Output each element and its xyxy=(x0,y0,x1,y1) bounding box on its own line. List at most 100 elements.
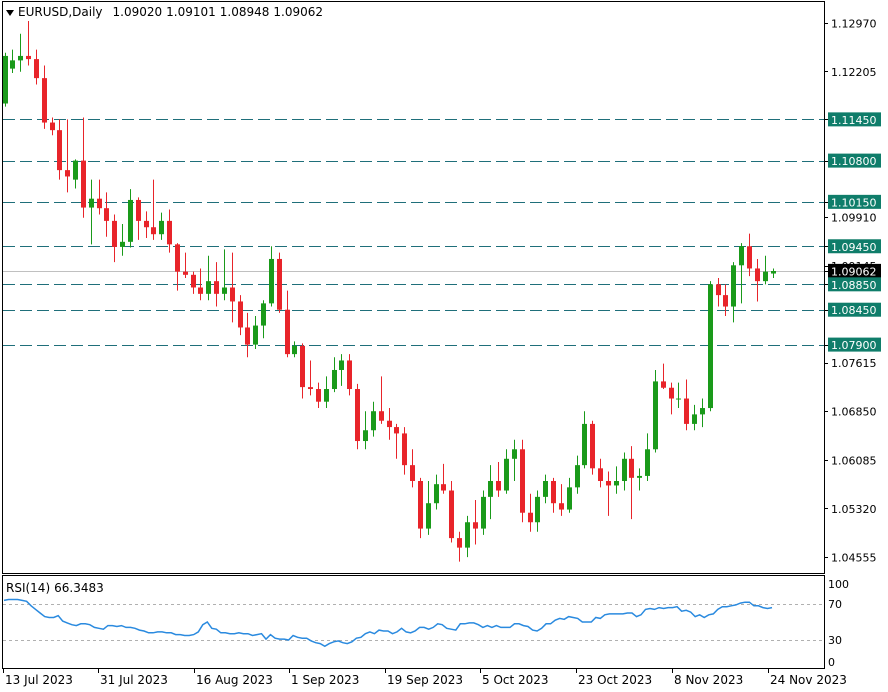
collapse-arrow-icon[interactable] xyxy=(6,9,14,16)
candle-body-bull xyxy=(159,220,164,235)
candle-body-bear xyxy=(214,281,219,294)
candle-body-bull xyxy=(89,198,94,208)
candle-body-bear xyxy=(183,271,188,275)
candle-body-bull xyxy=(708,284,713,409)
candle-body-bear xyxy=(167,220,172,245)
candle-body-bull xyxy=(371,411,376,431)
candle-body-bull xyxy=(222,287,227,294)
time-axis-label: 13 Jul 2023 xyxy=(5,673,73,687)
chart-title: EURUSD,Daily 1.09020 1.09101 1.08948 1.09062 xyxy=(6,5,327,19)
time-axis-label: 1 Sep 2023 xyxy=(291,673,359,687)
time-axis-label: 24 Nov 2023 xyxy=(770,673,847,687)
candle-body-bull xyxy=(771,271,776,274)
candle-body-bear xyxy=(42,78,47,123)
candle-body-bear xyxy=(747,246,752,269)
candle-body-bear xyxy=(285,309,290,355)
candle-body-bear xyxy=(606,481,611,486)
candle-body-bear xyxy=(191,274,196,288)
price-axis-label: 1.10150 xyxy=(831,196,877,209)
candle-body-bear xyxy=(528,512,533,523)
symbol-label: EURUSD,Daily xyxy=(18,5,103,19)
candle-body-bear xyxy=(684,398,689,424)
time-axis-label: 8 Nov 2023 xyxy=(674,673,743,687)
level-price-tag[interactable] xyxy=(828,194,881,209)
candle-body-bull xyxy=(18,55,23,61)
rsi-name: RSI(14) xyxy=(6,581,51,595)
rsi-axis-label: 70 xyxy=(828,598,842,611)
price-axis-label: 1.07900 xyxy=(831,339,877,352)
candle-body-bear xyxy=(418,481,423,529)
candle-body-bear xyxy=(26,55,31,60)
candle-body-bear xyxy=(81,160,86,208)
time-axis-label: 5 Oct 2023 xyxy=(482,673,549,687)
candle-body-bear xyxy=(559,503,564,510)
candle-body-bear xyxy=(410,465,415,482)
candle-body-bull xyxy=(575,465,580,488)
ohlc-low: 1.08948 xyxy=(219,5,270,19)
candle-body-bull xyxy=(324,389,329,402)
candle-body-bear xyxy=(394,427,399,434)
rsi-axis-label: 100 xyxy=(828,578,849,591)
candle-body-bear xyxy=(238,301,243,328)
price-axis-label: 1.06085 xyxy=(831,454,877,467)
candle-body-bull xyxy=(582,423,587,466)
ohlc-close: 1.09062 xyxy=(273,5,324,19)
candle-body-bull xyxy=(269,258,274,304)
candle-body-bull xyxy=(434,484,439,504)
level-price-tag[interactable] xyxy=(828,112,881,127)
current-price-tag[interactable] xyxy=(828,263,881,278)
candle-body-bull xyxy=(10,60,15,69)
candle-body-bull xyxy=(261,303,266,326)
rsi-line xyxy=(3,598,773,648)
candle-body-bear xyxy=(669,387,674,399)
rsi-axis-label: 30 xyxy=(828,634,842,647)
candle-body-bull xyxy=(128,199,133,242)
candle-body-bear xyxy=(355,389,360,442)
candle-body-bull xyxy=(332,369,337,390)
rsi-value: 66.3483 xyxy=(54,581,104,595)
candle-body-bull xyxy=(692,414,697,424)
candle-body-bull xyxy=(363,430,368,442)
time-axis[interactable]: 13 Jul 2023 31 Jul 2023 16 Aug 2023 1 Sep 2… xyxy=(3,669,847,687)
price-axis-label: 1.09450 xyxy=(831,241,877,254)
price-axis[interactable]: 1.12970 1.12205 1.11450 1.10800 1.10150 1.099… xyxy=(824,17,881,564)
candle-body-bear xyxy=(198,287,203,294)
candle-body-bear xyxy=(551,481,556,504)
candle-body-bear xyxy=(97,198,102,209)
candle-body-bear xyxy=(308,387,313,390)
candle-body-bear xyxy=(716,284,721,296)
candle-body-bear xyxy=(590,423,595,469)
candle-body-bull xyxy=(637,475,642,478)
candle-body-bear xyxy=(496,481,501,491)
price-axis-label: 1.08450 xyxy=(831,304,877,317)
candle-body-bear xyxy=(755,268,760,282)
candle-body-bear xyxy=(441,484,446,491)
candle-body-bull xyxy=(535,496,540,523)
level-price-tag[interactable] xyxy=(828,153,881,168)
candle-body-bear xyxy=(151,227,156,235)
candlestick-series xyxy=(3,21,776,562)
candle-body-bull xyxy=(700,408,705,415)
level-price-tag[interactable] xyxy=(828,302,881,317)
candle-body-bear xyxy=(379,411,384,421)
candle-body-bull xyxy=(426,503,431,529)
level-price-tag[interactable] xyxy=(828,337,881,352)
candle-body-bull xyxy=(465,522,470,548)
candle-body-bear xyxy=(457,538,462,548)
candle-body-bull xyxy=(292,345,297,355)
candle-body-bear xyxy=(112,220,117,247)
candle-body-bear xyxy=(661,381,666,388)
candle-body-bear xyxy=(300,345,305,388)
candle-body-bear xyxy=(245,327,250,345)
candle-body-bull xyxy=(120,241,125,247)
price-axis-label: 1.12970 xyxy=(831,17,877,30)
main-chart-frame xyxy=(2,1,825,574)
candle-body-bear xyxy=(136,199,141,221)
level-price-tag[interactable] xyxy=(828,239,881,254)
candle-body-bear xyxy=(347,360,352,390)
level-price-tag[interactable] xyxy=(828,277,881,292)
candle-body-bull xyxy=(653,381,658,450)
rsi-panel xyxy=(3,598,824,648)
candle-body-bull xyxy=(504,458,509,491)
